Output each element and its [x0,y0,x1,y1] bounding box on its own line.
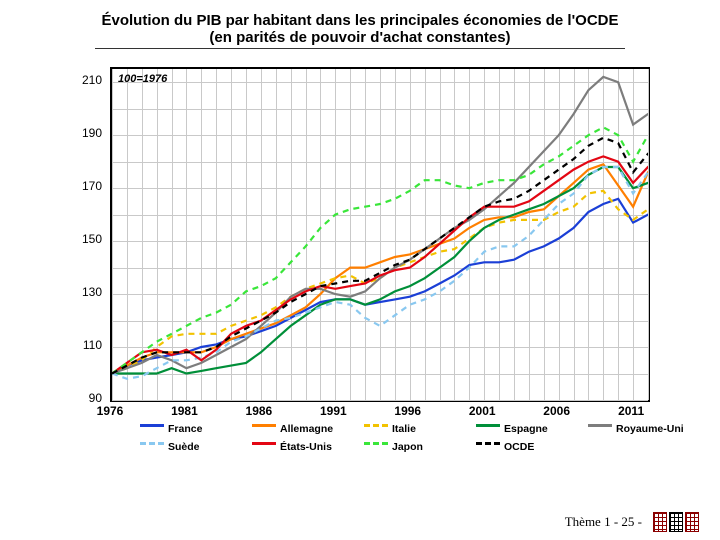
legend-swatch [476,442,500,455]
legend-swatch [252,424,276,437]
legend-swatch [140,442,164,455]
title-line-2: (en parités de pouvoir d'achat constante… [209,29,510,46]
legend-label: États-Unis [280,441,332,453]
plot-area: 100=1976 [110,67,650,402]
series-suède [112,167,648,379]
series-lines [112,69,648,400]
legend-label: Italie [392,423,416,435]
legend-swatch [252,442,276,455]
x-tick-label: 1991 [320,404,347,418]
legend-label: Japon [392,441,423,453]
legend-item: États-Unis [252,439,352,455]
legend-item: Espagne [476,421,576,437]
index-note: 100=1976 [118,73,167,85]
chart-title: Évolution du PIB par habitant dans les p… [95,10,624,49]
legend-item: OCDE [476,439,576,455]
series-allemagne [112,164,648,373]
y-tick-label: 190 [68,126,102,140]
legend-label: France [168,423,202,435]
title-line-1: Évolution du PIB par habitant dans les p… [101,12,618,29]
legend-swatch [364,424,388,437]
series-italie [112,191,648,374]
legend-swatch [588,424,612,437]
x-tick-label: 1976 [97,404,124,418]
legend-label: Espagne [504,423,548,435]
x-tick-label: 1981 [171,404,198,418]
legend-swatch [476,424,500,437]
legend-item: Allemagne [252,421,352,437]
x-tick-label: 2011 [618,404,644,418]
y-tick-label: 130 [68,285,102,299]
legend-swatch [364,442,388,455]
legend-label: OCDE [504,441,534,453]
series-royaume-uni [112,77,648,374]
legend-item: Suède [140,439,240,455]
legend-label: Allemagne [280,423,333,435]
legend-item: France [140,421,240,437]
x-tick-label: 1986 [246,404,273,418]
y-tick-label: 110 [68,338,102,352]
x-tick-label: 1996 [394,404,421,418]
legend-swatch [140,424,164,437]
y-tick-label: 150 [68,232,102,246]
footer-text: Thème 1 - 25 - [565,514,642,530]
legend-item: Royaume-Uni [588,421,688,437]
x-tick-label: 2006 [543,404,570,418]
logo-icon [652,512,700,532]
series-france [112,199,648,374]
legend-item: Japon [364,439,464,455]
series-espagne [112,167,648,374]
y-tick-label: 210 [68,73,102,87]
y-tick-label: 170 [68,179,102,193]
legend-label: Royaume-Uni [616,423,684,435]
y-tick-label: 90 [68,391,102,405]
chart-frame: 100=1976 90 110 130 150 170 190 210 1976 1981 19… [60,59,660,439]
legend-label: Suède [168,441,200,453]
x-tick-label: 2001 [469,404,496,418]
footer: Thème 1 - 25 - [565,512,700,532]
legend: FranceAllemagneItalieEspagneRoyaume-UniS… [140,421,660,457]
legend-item: Italie [364,421,464,437]
